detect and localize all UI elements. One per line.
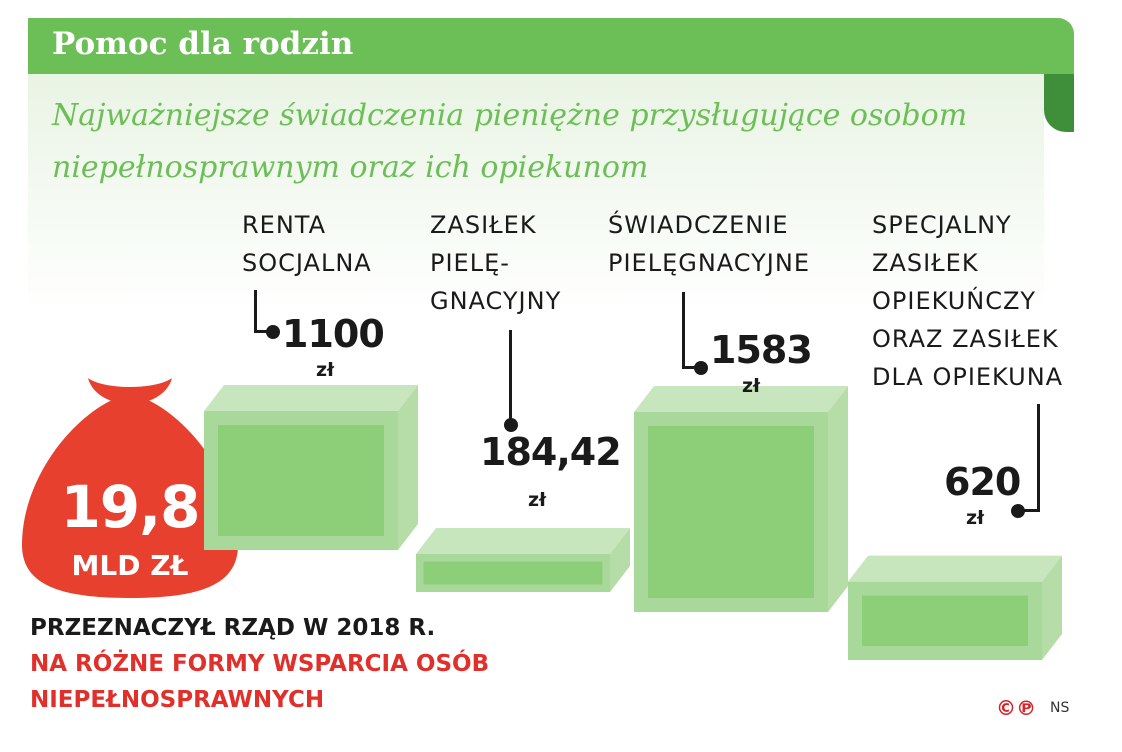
chart-title: Pomoc dla rodzin [52,26,354,62]
money-sack-icon [22,378,238,598]
category-label-specjalny-zasilek: Specjalny zasiłek opiekuńczy oraz zasiłe… [872,211,1064,391]
callout-line-3b [682,366,702,369]
value-label-4: 620 [944,460,1021,504]
note-line-2: NA RÓŻNE FORMY WSPARCIA OSÓB [30,651,490,677]
bar-inner-3 [648,426,814,598]
value-label-3: 1583 [710,328,813,372]
background-fade [28,74,1044,314]
note-line-3: NIEPEŁNOSPRAWNYCH [30,687,325,713]
bar-side-3 [828,386,848,612]
unit-label-1: zł [316,359,335,381]
bar-inner-1 [218,425,384,536]
callout-line-2 [509,330,512,422]
category-label-renta: Renta socjalna [242,211,372,277]
category-label-zasilek-pielegnacyjny: Zasiłek pielę- gnacyjny [430,211,562,315]
bar-inner-2 [423,561,603,585]
note-line-1: PRZEZNACZYŁ RZĄD W 2018 R. [30,615,436,641]
bars-group [204,385,1062,660]
callout-dot-4 [1011,504,1025,518]
callout-line-1 [254,290,257,332]
unit-label-3: zł [742,375,761,397]
source-credit: NS [1050,700,1070,716]
bar-side-1 [398,385,418,550]
callout-dot-1 [266,325,280,339]
callout-line-4b [1018,509,1040,512]
bar-top-2 [416,528,630,554]
bar-side-4 [1042,555,1062,660]
banner-fold [1044,74,1074,132]
bar-side-2 [610,528,630,592]
callout-line-3 [682,292,685,368]
total-unit: mld zł [71,549,189,582]
unit-label-4: zł [966,507,985,529]
bar-top-3 [634,386,848,412]
callout-line-4 [1037,404,1040,512]
bar-top-1 [204,385,418,412]
bar-inner-4 [862,595,1028,646]
value-label-2: 184,42 [480,430,622,474]
title-banner [28,18,1074,74]
unit-label-2: zł [528,489,547,511]
callout-line-1b [254,330,274,333]
chart-subtitle: Najważniejsze świadczenia pieniężne przy… [52,98,968,185]
sack-body [22,400,238,598]
copyright-mark: ©℗ [996,696,1036,720]
total-value: 19,8 [60,473,200,541]
callout-dot-3 [694,361,708,375]
bar-top-4 [848,555,1062,582]
category-label-swiadczenie: Świadczenie pielęgnacyjne [608,211,810,277]
sack-neck [88,378,172,404]
callout-dot-2 [504,418,518,432]
value-label-1: 1100 [282,312,385,356]
